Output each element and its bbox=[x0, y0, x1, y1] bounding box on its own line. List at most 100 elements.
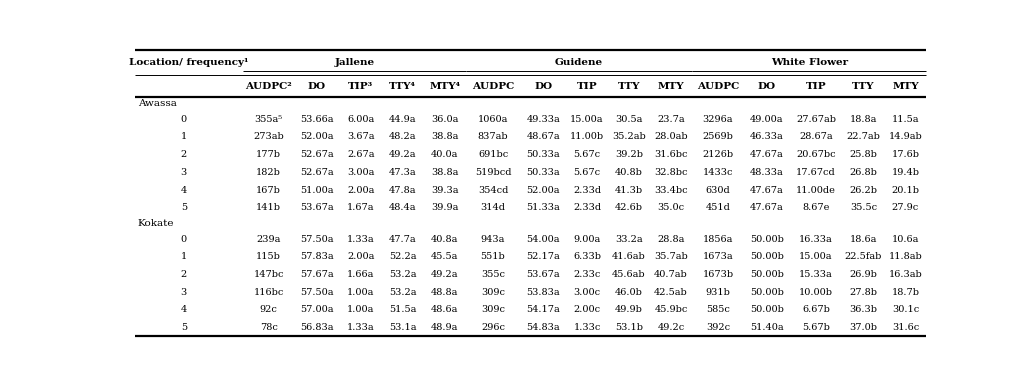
Text: 2.00a: 2.00a bbox=[347, 252, 375, 261]
Text: 49.00a: 49.00a bbox=[750, 115, 783, 124]
Text: 47.67a: 47.67a bbox=[750, 150, 783, 159]
Text: 48.6a: 48.6a bbox=[431, 305, 458, 314]
Text: 92c: 92c bbox=[260, 305, 278, 314]
Text: 314d: 314d bbox=[481, 203, 506, 212]
Text: MTY: MTY bbox=[892, 82, 918, 90]
Text: 30.1c: 30.1c bbox=[892, 305, 920, 314]
Text: 54.00a: 54.00a bbox=[526, 234, 560, 244]
Text: 40.0a: 40.0a bbox=[431, 150, 458, 159]
Text: 33.2a: 33.2a bbox=[615, 234, 643, 244]
Text: 37.0b: 37.0b bbox=[849, 323, 877, 332]
Text: 354cd: 354cd bbox=[478, 186, 508, 195]
Text: DO: DO bbox=[535, 82, 552, 90]
Text: 50.00b: 50.00b bbox=[750, 305, 783, 314]
Text: 17.6b: 17.6b bbox=[892, 150, 920, 159]
Text: 40.8a: 40.8a bbox=[431, 234, 458, 244]
Text: 177b: 177b bbox=[256, 150, 281, 159]
Text: 50.00b: 50.00b bbox=[750, 288, 783, 297]
Text: 2.67a: 2.67a bbox=[347, 150, 375, 159]
Text: 27.67ab: 27.67ab bbox=[796, 115, 836, 124]
Text: AUDPC²: AUDPC² bbox=[246, 82, 292, 90]
Text: 10.00b: 10.00b bbox=[799, 288, 833, 297]
Text: 78c: 78c bbox=[260, 323, 278, 332]
Text: 18.6a: 18.6a bbox=[849, 234, 877, 244]
Text: 1.67a: 1.67a bbox=[347, 203, 375, 212]
Text: 8.67e: 8.67e bbox=[802, 203, 830, 212]
Text: 54.17a: 54.17a bbox=[526, 305, 560, 314]
Text: 53.67a: 53.67a bbox=[300, 203, 333, 212]
Text: 19.4b: 19.4b bbox=[892, 168, 920, 177]
Text: Jallene: Jallene bbox=[334, 58, 375, 67]
Text: 48.67a: 48.67a bbox=[526, 133, 560, 141]
Text: 15.00a: 15.00a bbox=[571, 115, 604, 124]
Text: 2.33c: 2.33c bbox=[574, 270, 601, 279]
Text: 46.0b: 46.0b bbox=[615, 288, 643, 297]
Text: 50.33a: 50.33a bbox=[526, 150, 560, 159]
Text: 50.00b: 50.00b bbox=[750, 252, 783, 261]
Text: 2: 2 bbox=[181, 150, 187, 159]
Text: 451d: 451d bbox=[706, 203, 731, 212]
Text: 115b: 115b bbox=[256, 252, 281, 261]
Text: 26.8b: 26.8b bbox=[849, 168, 877, 177]
Text: 630d: 630d bbox=[706, 186, 731, 195]
Text: 5.67b: 5.67b bbox=[802, 323, 830, 332]
Text: 57.00a: 57.00a bbox=[300, 305, 333, 314]
Text: 48.33a: 48.33a bbox=[750, 168, 783, 177]
Text: 1.33c: 1.33c bbox=[574, 323, 601, 332]
Text: 4: 4 bbox=[181, 186, 187, 195]
Text: 141b: 141b bbox=[256, 203, 281, 212]
Text: 239a: 239a bbox=[256, 234, 281, 244]
Text: 0: 0 bbox=[181, 115, 187, 124]
Text: 15.33a: 15.33a bbox=[799, 270, 833, 279]
Text: TIP: TIP bbox=[806, 82, 827, 90]
Text: 5.67c: 5.67c bbox=[574, 168, 601, 177]
Text: 11.8ab: 11.8ab bbox=[889, 252, 923, 261]
Text: 39.9a: 39.9a bbox=[431, 203, 458, 212]
Text: 11.5a: 11.5a bbox=[892, 115, 920, 124]
Text: 31.6c: 31.6c bbox=[892, 323, 920, 332]
Text: 45.5a: 45.5a bbox=[431, 252, 458, 261]
Text: AUDPC: AUDPC bbox=[472, 82, 514, 90]
Text: 2126b: 2126b bbox=[703, 150, 734, 159]
Text: 3: 3 bbox=[181, 168, 187, 177]
Text: 3.00c: 3.00c bbox=[574, 288, 601, 297]
Text: 49.9b: 49.9b bbox=[615, 305, 643, 314]
Text: 42.6b: 42.6b bbox=[615, 203, 643, 212]
Text: 691bc: 691bc bbox=[478, 150, 508, 159]
Text: 52.00a: 52.00a bbox=[300, 133, 333, 141]
Text: 53.1a: 53.1a bbox=[389, 323, 417, 332]
Text: 42.5ab: 42.5ab bbox=[654, 288, 687, 297]
Text: 45.9bc: 45.9bc bbox=[654, 305, 687, 314]
Text: 0: 0 bbox=[181, 234, 187, 244]
Text: 14.9ab: 14.9ab bbox=[889, 133, 923, 141]
Text: 40.7ab: 40.7ab bbox=[654, 270, 687, 279]
Text: 35.5c: 35.5c bbox=[850, 203, 877, 212]
Text: MTY: MTY bbox=[657, 82, 684, 90]
Text: 49.2a: 49.2a bbox=[431, 270, 458, 279]
Text: 32.8bc: 32.8bc bbox=[654, 168, 687, 177]
Text: 16.3ab: 16.3ab bbox=[889, 270, 923, 279]
Text: 31.6bc: 31.6bc bbox=[654, 150, 687, 159]
Text: 49.2c: 49.2c bbox=[657, 323, 684, 332]
Text: 1060a: 1060a bbox=[478, 115, 508, 124]
Text: 3296a: 3296a bbox=[703, 115, 733, 124]
Text: 35.2ab: 35.2ab bbox=[612, 133, 646, 141]
Text: 1.66a: 1.66a bbox=[347, 270, 375, 279]
Text: 3.00a: 3.00a bbox=[347, 168, 375, 177]
Text: 50.33a: 50.33a bbox=[526, 168, 560, 177]
Text: 56.83a: 56.83a bbox=[300, 323, 333, 332]
Text: 273ab: 273ab bbox=[253, 133, 284, 141]
Text: 38.8a: 38.8a bbox=[431, 168, 458, 177]
Text: 5: 5 bbox=[181, 203, 187, 212]
Text: 6.67b: 6.67b bbox=[802, 305, 830, 314]
Text: 11.00b: 11.00b bbox=[570, 133, 604, 141]
Text: 296c: 296c bbox=[481, 323, 505, 332]
Text: 1.33a: 1.33a bbox=[347, 234, 375, 244]
Text: 47.8a: 47.8a bbox=[389, 186, 417, 195]
Text: 6.33b: 6.33b bbox=[573, 252, 601, 261]
Text: TTY: TTY bbox=[618, 82, 640, 90]
Text: 51.40a: 51.40a bbox=[750, 323, 783, 332]
Text: 57.50a: 57.50a bbox=[300, 234, 333, 244]
Text: 551b: 551b bbox=[481, 252, 506, 261]
Text: Guidene: Guidene bbox=[555, 58, 603, 67]
